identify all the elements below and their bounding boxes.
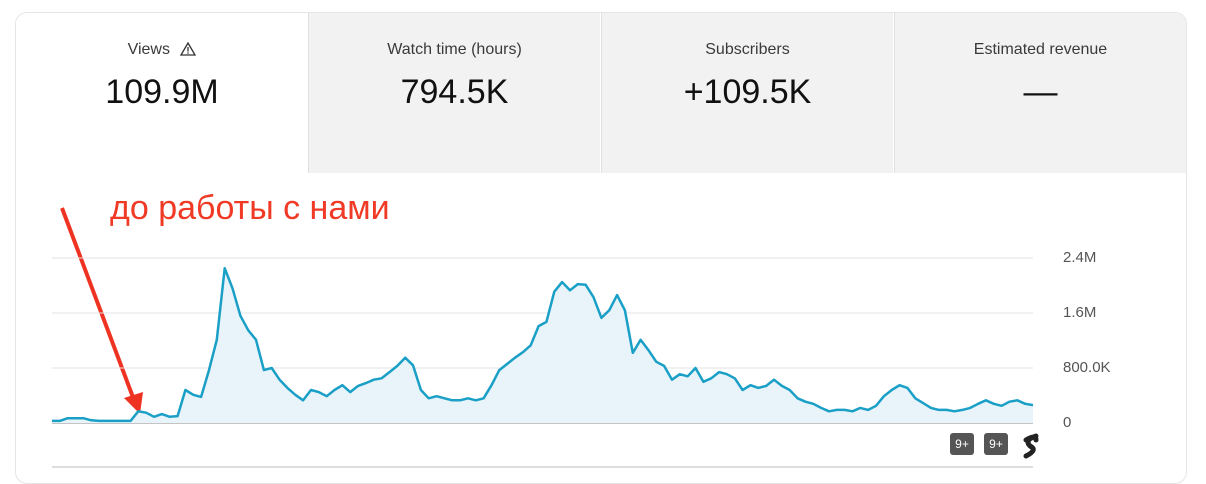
metric-value: — [1023,73,1058,111]
annotation: до работы с нами [110,189,390,227]
shorts-icon[interactable] [1023,433,1039,459]
metric-tab[interactable]: Watch time (hours) 794.5K [308,13,600,173]
metric-label: Views [16,41,308,59]
metric-tab[interactable]: Subscribers +109.5K [601,13,893,173]
metric-value: +109.5K [683,73,812,111]
metric-value: 109.9M [105,73,219,111]
warning-icon [180,41,197,56]
marker-text: 9+ [989,437,1003,451]
y-tick-label: 800.0K [1063,359,1111,376]
metric-label: Estimated revenue [973,41,1108,58]
annotation-arrowhead [124,392,143,414]
y-tick-label: 1.6M [1063,304,1096,321]
metric-value: 794.5K [400,73,509,111]
line [52,267,1034,423]
marker-text: 9+ [955,437,969,451]
metric-label-text: Views [127,41,170,58]
marker-badge[interactable] [984,433,1008,455]
area [52,268,1033,423]
metric-label: Watch time (hours) [387,41,522,58]
metric-tab[interactable]: Views 109.9M [16,13,308,173]
metric-tab[interactable]: Estimated revenue — [894,13,1186,173]
y-tick-label: 0 [1063,414,1071,431]
metric-label: Subscribers [705,41,790,58]
marker-badge[interactable] [950,433,974,455]
y-tick-label: 2.4M [1063,249,1096,266]
annotation-arrow [60,207,136,401]
